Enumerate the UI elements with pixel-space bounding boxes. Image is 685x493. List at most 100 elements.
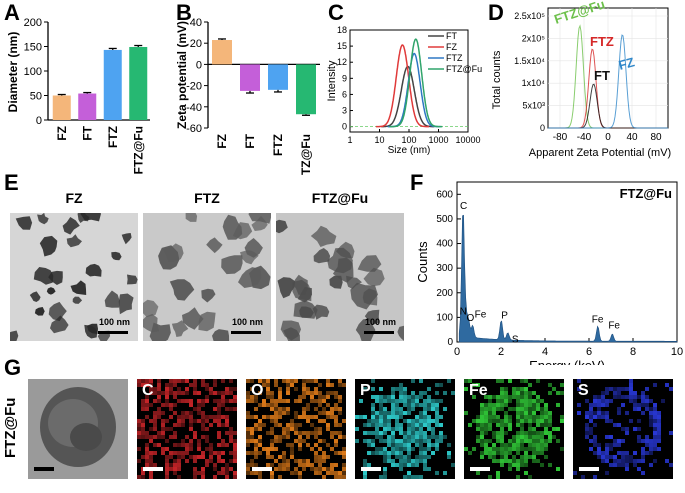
f-xtick-label: 2 (498, 346, 504, 358)
mapping-pixel (375, 415, 379, 419)
f-xtick-label: 10 (671, 346, 683, 358)
mapping-pixel (548, 435, 552, 439)
mapping-pixel (395, 399, 399, 403)
mapping-pixel (173, 391, 177, 395)
mapping-pixel (528, 435, 532, 439)
mapping-pixel (480, 415, 484, 419)
mapping-pixel (290, 379, 294, 383)
mapping-pixel (161, 451, 165, 455)
f-title: FTZ@Fu (620, 186, 672, 201)
mapping-pixel (560, 415, 564, 419)
f-xtick-label: 8 (630, 346, 636, 358)
mapping-pixel (375, 451, 379, 455)
panel-letter-b: B (176, 0, 192, 25)
mapping-pixel (314, 427, 318, 431)
mapping-scale-bar (143, 467, 163, 471)
mapping-pixel (431, 431, 435, 435)
mapping-pixel (601, 451, 605, 455)
mapping-pixel (613, 443, 617, 447)
tem-particle (276, 219, 288, 234)
mapping-pixel (657, 431, 661, 435)
mapping-pixel (383, 431, 387, 435)
mapping-pixel (472, 419, 476, 423)
mapping-pixel (633, 459, 637, 463)
mapping-pixel (282, 411, 286, 415)
mapping-pixel (217, 443, 221, 447)
mapping-pixel (492, 415, 496, 419)
mapping-pixel (593, 451, 597, 455)
mapping-pixel (427, 419, 431, 423)
mapping-pixel (532, 407, 536, 411)
mapping-pixel (294, 459, 298, 463)
mapping-pixel (617, 391, 621, 395)
mapping-pixel (621, 387, 625, 391)
mapping-pixel (181, 399, 185, 403)
mapping-pixel (274, 383, 278, 387)
mapping-pixel (209, 451, 213, 455)
mapping-pixel (476, 471, 480, 475)
tem-particle (143, 313, 160, 333)
c-ylabel: Intensity (326, 60, 338, 101)
mapping-pixel (302, 459, 306, 463)
mapping-pixel (217, 403, 221, 407)
mapping-pixel (597, 415, 601, 419)
mapping-pixel (278, 407, 282, 411)
mapping-pixel (379, 399, 383, 403)
mapping-pixel (383, 419, 387, 423)
mapping-pixel (431, 419, 435, 423)
mapping-pixel (528, 403, 532, 407)
mapping-pixel (605, 403, 609, 407)
mapping-pixel (645, 399, 649, 403)
mapping-pixel (225, 407, 229, 411)
tem-particle (313, 248, 331, 264)
mapping-pixel (605, 451, 609, 455)
tem-particle (171, 320, 189, 337)
b-ytick-label: 20 (190, 38, 202, 50)
f-ytick-label: 300 (436, 263, 453, 274)
mapping-pixel (617, 459, 621, 463)
mapping-pixel (266, 463, 270, 467)
mapping-pixel (225, 423, 229, 427)
mapping-pixel (383, 439, 387, 443)
mapping-pixel (504, 395, 508, 399)
mapping-pixel (149, 435, 153, 439)
mapping-pixel (302, 415, 306, 419)
mapping-pixel (641, 451, 645, 455)
mapping-pixel (225, 391, 229, 395)
mapping-scale-bar-tem (34, 467, 54, 471)
mapping-pixel (552, 427, 556, 431)
mapping-pixel (629, 391, 633, 395)
mapping-pixel (185, 379, 189, 383)
mapping-pixel (540, 431, 544, 435)
mapping-pixel (338, 399, 342, 403)
mapping-pixel (504, 415, 508, 419)
mapping-pixel (516, 439, 520, 443)
mapping-pixel (544, 403, 548, 407)
mapping-pixel (399, 439, 403, 443)
mapping-pixel (318, 467, 322, 471)
mapping-pixel (169, 407, 173, 411)
mapping-pixel (637, 407, 641, 411)
mapping-pixel (443, 435, 447, 439)
mapping-pixel (415, 415, 419, 419)
mapping-pixel (516, 399, 520, 403)
mapping-pixel (209, 443, 213, 447)
mapping-pixel (524, 431, 528, 435)
mapping-pixel (589, 407, 593, 411)
mapping-pixel (225, 399, 229, 403)
mapping-pixel (229, 399, 233, 403)
mapping-pixel (229, 387, 233, 391)
mapping-pixel (605, 447, 609, 451)
mapping-pixel (613, 395, 617, 399)
mapping-pixel (375, 431, 379, 435)
mapping-pixel (209, 391, 213, 395)
mapping-pixel (391, 399, 395, 403)
mapping-pixel (629, 383, 633, 387)
mapping-pixel (577, 387, 581, 391)
mapping-pixel (617, 387, 621, 391)
mapping-pixel (298, 471, 302, 475)
mapping-pixel (585, 411, 589, 415)
mapping-pixel (492, 451, 496, 455)
d-ytick-label: 1x10⁴ (522, 78, 546, 88)
mapping-pixel (165, 383, 169, 387)
